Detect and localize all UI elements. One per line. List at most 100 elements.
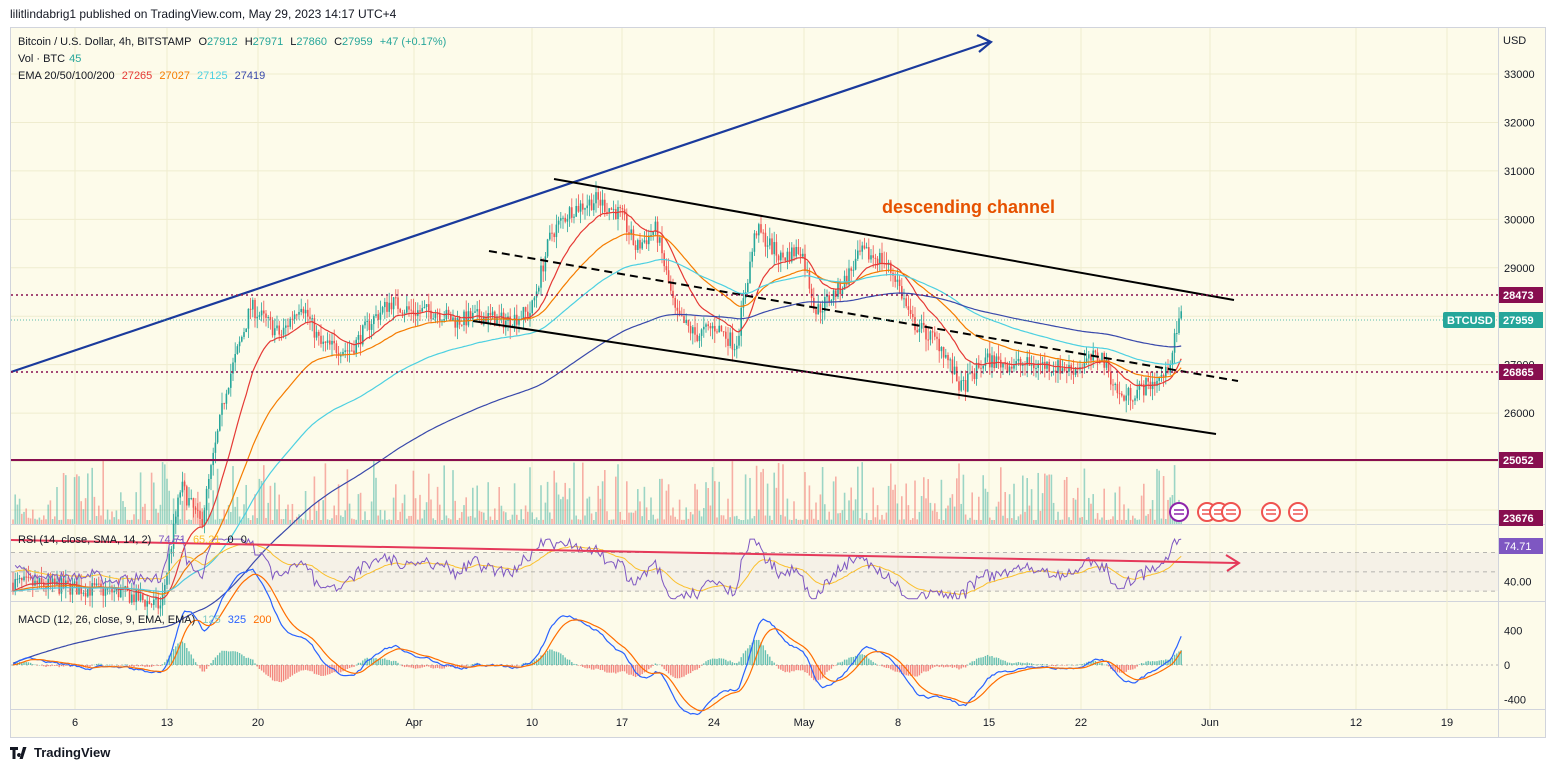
macd-hist-bar bbox=[507, 665, 509, 666]
volume-bar bbox=[755, 465, 758, 524]
macd-hist-bar bbox=[1022, 662, 1024, 665]
candle-body bbox=[1136, 389, 1138, 399]
macd-hist-bar bbox=[986, 654, 989, 665]
volume-bar bbox=[749, 477, 751, 524]
volume-bar bbox=[1127, 508, 1130, 524]
candle-body bbox=[359, 334, 362, 345]
volume-bar bbox=[850, 487, 852, 524]
macd-hist-bar bbox=[729, 660, 731, 665]
volume-bar bbox=[555, 482, 558, 524]
volume-bar bbox=[887, 485, 890, 524]
candle-body bbox=[355, 339, 357, 354]
candle-body bbox=[551, 232, 553, 234]
macd-hist-bar bbox=[190, 654, 192, 665]
tradingview-footer[interactable]: TradingView bbox=[10, 745, 110, 760]
macd-hist-bar bbox=[1072, 665, 1075, 666]
macd-hist-bar bbox=[665, 665, 668, 672]
rsi-legend[interactable]: RSI (14, close, SMA, 14, 2) 74.71 65.21 … bbox=[18, 534, 251, 546]
candle-body bbox=[478, 309, 481, 319]
candle-body bbox=[439, 313, 441, 321]
volume-bar bbox=[390, 519, 393, 524]
macd-hist-bar bbox=[621, 665, 624, 672]
macd-hist-bar bbox=[654, 663, 657, 665]
volume-bar bbox=[931, 510, 934, 524]
candle-body bbox=[1094, 350, 1097, 353]
candle-body bbox=[425, 304, 428, 307]
candle-body bbox=[454, 317, 456, 328]
candle-body bbox=[287, 325, 289, 327]
candle-body bbox=[278, 325, 280, 335]
volume-bar bbox=[366, 519, 368, 524]
volume-bar bbox=[236, 496, 239, 524]
candle-body bbox=[861, 245, 863, 252]
macd-hist-bar bbox=[230, 651, 232, 665]
candle-body bbox=[500, 312, 503, 317]
macd-hist-bar bbox=[111, 665, 113, 666]
candle-body bbox=[333, 340, 335, 344]
macd-hist-bar bbox=[208, 665, 210, 667]
candle-body bbox=[920, 322, 923, 329]
candle-body bbox=[36, 580, 38, 584]
candle-body bbox=[302, 308, 305, 314]
macd-hist-bar bbox=[357, 662, 360, 665]
volume-bar bbox=[698, 510, 701, 524]
volume-legend[interactable]: Vol · BTC 45 bbox=[18, 53, 85, 65]
candle-body bbox=[929, 331, 932, 340]
macd-legend[interactable]: MACD (12, 26, close, 9, EMA, EMA) 125 32… bbox=[18, 614, 276, 626]
volume-bar bbox=[234, 506, 236, 524]
volume-bar bbox=[1022, 475, 1024, 524]
candle-body bbox=[153, 599, 155, 605]
macd-hist-bar bbox=[553, 651, 555, 665]
volume-bar bbox=[606, 511, 608, 524]
volume-bar bbox=[1050, 474, 1053, 524]
macd-hist-bar bbox=[777, 665, 780, 669]
candle-body bbox=[632, 229, 635, 246]
macd-hist-bar bbox=[1052, 665, 1055, 666]
volume-bar bbox=[577, 519, 580, 524]
candle-body bbox=[335, 343, 338, 353]
candle-body bbox=[69, 582, 71, 595]
candle-body bbox=[399, 308, 401, 313]
candle-body bbox=[641, 242, 643, 249]
ema-legend[interactable]: EMA 20/50/100/200 27265 27027 27125 2741… bbox=[18, 70, 269, 82]
chart-svg[interactable]: 3300032000310003000029000280002700026000… bbox=[11, 28, 1545, 737]
volume-bar bbox=[1125, 519, 1127, 524]
macd-hist-bar bbox=[982, 657, 984, 665]
macd-hist-bar bbox=[205, 665, 208, 669]
candle-body bbox=[978, 362, 980, 368]
candle-body bbox=[1178, 318, 1180, 334]
candle-body bbox=[23, 576, 25, 581]
candle-body bbox=[736, 345, 738, 350]
chart-frame[interactable]: 3300032000310003000029000280002700026000… bbox=[10, 27, 1546, 738]
volume-bar bbox=[870, 519, 872, 524]
candle-body bbox=[265, 313, 267, 318]
volume-bar bbox=[423, 509, 426, 524]
volume-bar bbox=[1048, 474, 1050, 524]
candle-body bbox=[172, 523, 175, 549]
candle-body bbox=[907, 306, 910, 310]
macd-hist-bar bbox=[370, 658, 373, 665]
macd-hist-bar bbox=[379, 659, 382, 665]
volume-bar bbox=[14, 494, 16, 524]
candle-body bbox=[346, 350, 349, 352]
macd-hist-bar bbox=[859, 654, 861, 665]
volume-bar bbox=[357, 494, 360, 524]
candle-body bbox=[738, 335, 740, 346]
macd-tick-label: 400 bbox=[1504, 626, 1522, 638]
macd-hist-bar bbox=[953, 665, 956, 668]
candle-body bbox=[593, 203, 595, 211]
macd-hist-bar bbox=[1004, 660, 1006, 665]
descending-channel-annotation[interactable]: descending channel bbox=[882, 197, 1055, 217]
candle-body bbox=[694, 327, 696, 335]
macd-hist-bar bbox=[337, 665, 340, 673]
candle-body bbox=[870, 255, 872, 260]
macd-hist-bar bbox=[903, 665, 905, 675]
macd-hist-bar bbox=[388, 659, 390, 665]
volume-bar bbox=[340, 515, 342, 524]
drawings[interactable] bbox=[11, 34, 1498, 522]
ema50-line bbox=[12, 233, 1182, 595]
symbol-legend[interactable]: Bitcoin / U.S. Dollar, 4h, BITSTAMP O279… bbox=[18, 36, 450, 48]
macd-hist-bar bbox=[960, 665, 962, 669]
macd-hist-bar bbox=[1178, 651, 1180, 665]
candle-body bbox=[120, 589, 122, 598]
